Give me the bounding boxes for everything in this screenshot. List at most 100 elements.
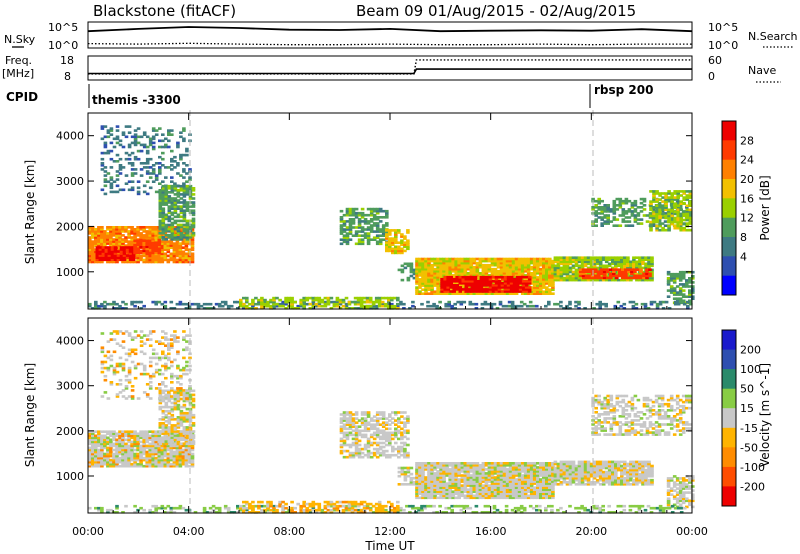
power-cells-cell [691,281,695,284]
power-cells-cell [514,292,519,295]
vel-cells-cell [167,395,172,399]
vel-cells-cell [173,358,177,362]
power-cells-cell [142,239,146,242]
power-cells-cell [125,250,130,253]
vel-cells-cell [115,462,119,466]
power-cells-cell [436,282,440,285]
vel-cells-cell [88,464,92,468]
vel-cells-cell [163,438,168,442]
power-cells-cell [118,238,122,241]
power-cells-cell [160,256,165,260]
power-cells-cell [354,226,359,229]
power-cells-cell [685,198,690,201]
vel-cells-cell [185,411,190,415]
power-cells-cell [176,223,181,227]
power-cells-cell [562,256,567,259]
power-cells-cell [342,222,347,225]
vel-cells-cell [133,452,137,456]
power-cells-cell [562,278,567,282]
power-cells-cell [188,187,193,190]
vel-cells-cell [100,350,105,354]
vel-cells-cell [188,413,193,417]
power-cells-cell [357,220,362,223]
vel-cells-cell [187,454,192,458]
power-cells-cell [88,238,92,241]
power-cells-cell [360,207,365,211]
power-cells-cell [113,252,118,255]
power-cells-cell [169,228,174,231]
power-cells-cell [510,304,515,308]
vel-cells-cell [161,416,166,419]
power-cells-cell [109,157,114,161]
power-cells-cell [559,274,564,278]
power-cells-cell [488,275,493,279]
power-cells-cell [151,236,155,239]
power-cells-cell [460,290,465,293]
power-cells-cell [574,304,578,308]
power-cells-cell [463,292,468,295]
power-cells-cell [130,188,135,192]
vel-cells-cell [124,442,128,446]
power-cells-cell [145,135,150,139]
power-cells-cell [463,270,468,273]
vel-cells-cell [118,378,123,382]
power-cells-cell [458,275,463,279]
vel-cells-cell [161,424,166,427]
power-cells-cell [145,226,149,229]
power-cells-cell [652,212,656,216]
power-cells-cell [374,298,379,302]
vel-cells-cell [91,438,95,442]
power-cells-cell [521,288,526,291]
power-cells-cell [181,260,186,264]
power-cells-cell [562,268,567,272]
power-cells-cell [169,254,174,258]
power-cells-cell [526,259,531,263]
power-cells-cell [418,278,422,281]
power-cells-cell [239,304,243,308]
vel-cells-cell [136,440,140,444]
power-cells-cell [648,216,653,219]
power-cells-cell [119,256,124,259]
vel-cells-cell [182,405,187,409]
power-cells-cell [633,216,638,219]
power-cells-cell [521,286,526,289]
power-cells-cell [97,236,101,239]
power-cells-cell [529,288,534,291]
vel-cells-cell [94,442,98,446]
power-cells-cell [418,284,422,287]
power-cells-cell [88,230,92,233]
power-cells-cell [499,265,504,269]
power-cells-cell [342,230,347,233]
power-cells-cell [154,232,158,235]
power-cells-cell [682,228,686,232]
power-cells-cell [380,304,385,308]
power-cells-cell [460,284,465,287]
vel-cells-cell [139,444,143,448]
power-cells-cell [94,230,98,233]
power-cells-cell [112,180,117,183]
power-cells-cell [523,263,528,267]
power-cells-cell [657,220,662,223]
power-cells-cell [191,201,196,204]
power-cells-cell [586,272,591,276]
power-cells-cell [184,302,189,306]
power-cells-cell [568,270,573,274]
power-cells-cell [627,270,631,273]
vel-cells-cell [178,456,183,460]
vel-cells-cell [97,460,101,464]
power-cells-cell [655,307,660,310]
power-cells-cell [378,209,383,213]
power-cells-cell [556,302,560,306]
power-cells-cell [688,208,693,212]
power-cells-cell [100,162,105,165]
power-cells-cell [597,197,601,201]
power-cells-cell [624,210,629,213]
power-cells-cell [427,282,431,285]
vel-cells-cell [106,368,111,372]
power-cells-cell [641,266,645,270]
power-cells-cell [491,275,496,279]
power-cells-cell [124,151,129,155]
power-cells-cell [190,238,195,241]
power-cells-cell [94,238,98,241]
